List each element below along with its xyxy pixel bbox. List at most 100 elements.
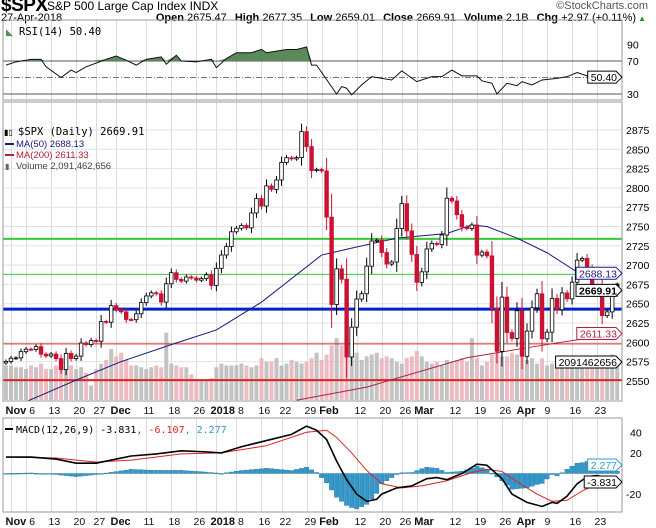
candle-body — [254, 198, 259, 214]
candle-body — [504, 296, 510, 333]
macd-histogram-bar — [153, 470, 159, 474]
macd-histogram-bar — [234, 471, 239, 474]
ma50-value-tag: 2688.13 — [579, 268, 617, 280]
ma200-legend-swatch — [5, 154, 14, 156]
candle-body — [78, 342, 84, 357]
volume-bar — [600, 356, 605, 400]
x-tick-label: 9 — [545, 405, 551, 417]
macd-histogram-bar — [143, 469, 149, 474]
macd-histogram-bar — [444, 472, 450, 474]
volume-bar — [404, 358, 409, 400]
x-tick-label: Mar — [414, 405, 434, 417]
candle-body — [33, 346, 39, 350]
volume-bar — [229, 365, 234, 400]
candle-body — [369, 240, 374, 267]
candle-body — [349, 326, 354, 358]
x-tick-label: 19 — [475, 405, 487, 417]
candle-legend-icon: ▮▯ — [4, 128, 13, 137]
candle-body — [559, 292, 565, 311]
macd-histogram-bar — [93, 473, 99, 475]
macd-x-tick-label: 23 — [595, 516, 607, 528]
macd-histogram-bar — [33, 473, 39, 475]
volume-bar — [349, 336, 354, 400]
macd-histogram-bar — [439, 470, 445, 474]
macd-x-tick-label: 26 — [500, 516, 512, 528]
macd-histogram-bar — [344, 473, 350, 506]
candle-body — [299, 131, 304, 158]
candle-body — [459, 214, 465, 228]
macd-histogram-bar — [58, 473, 64, 476]
volume-bar — [139, 367, 144, 400]
macd-histogram-bar — [279, 469, 284, 474]
candle-body — [384, 252, 389, 265]
macd-histogram-bar — [63, 473, 69, 476]
rsi-tick-label: 70 — [627, 56, 639, 68]
candle-body — [474, 224, 480, 256]
candle-body — [174, 272, 179, 280]
ma200-line — [296, 333, 618, 401]
volume-bar — [329, 345, 334, 400]
macd-panel — [3, 425, 620, 510]
candle-body — [184, 276, 189, 282]
macd-legend-signal: , -6.107 — [136, 425, 184, 436]
candle-body — [509, 332, 515, 339]
candle-body — [344, 278, 349, 358]
macd-histogram-bar — [213, 472, 219, 475]
candle-body — [544, 331, 550, 340]
macd-histogram-bar — [339, 473, 345, 502]
volume-bar — [234, 365, 239, 400]
macd-x-tick-label: 20 — [74, 516, 86, 528]
volume-bar — [309, 358, 314, 400]
macd-x-tick-label: 16 — [259, 516, 271, 528]
x-tick-label: Feb — [319, 405, 339, 417]
candle-body — [249, 212, 254, 229]
volume-bar — [474, 358, 479, 400]
macd-histogram-bar — [299, 468, 304, 474]
macd-histogram-bar — [183, 470, 189, 474]
ma50-value-tag-box — [575, 266, 623, 280]
volume-bar — [259, 358, 264, 400]
macd-histogram-bar — [203, 471, 209, 474]
volume-label: Volume — [463, 12, 503, 24]
volume-value-tag-box — [555, 355, 623, 369]
volume-bar — [384, 356, 389, 400]
candle-body — [269, 185, 274, 190]
macd-histogram-bar — [424, 467, 430, 474]
volume-bar — [249, 367, 254, 400]
price-tick-label: 2850 — [626, 144, 650, 156]
volume-bar — [74, 369, 79, 400]
volume-bar — [179, 367, 184, 400]
price-tick-label: 2675 — [626, 279, 650, 291]
candle-body — [219, 254, 224, 269]
macd-x-tick-label: 19 — [475, 516, 487, 528]
candle-body — [354, 298, 359, 328]
macd-x-tick-label: 12 — [450, 516, 462, 528]
macd-x-tick-label: Feb — [319, 516, 339, 528]
macd-histogram-bar — [414, 470, 420, 474]
volume-bar — [199, 379, 204, 400]
macd-x-tick-label: 20 — [380, 516, 392, 528]
candle-body — [169, 272, 174, 285]
candle-body — [189, 276, 194, 279]
candle-body — [479, 251, 485, 256]
macd-histogram-bar — [304, 467, 309, 474]
candle-body — [399, 203, 404, 229]
change-value: +2.97 (+0.11%) — [561, 12, 637, 24]
volume-bar — [119, 352, 124, 400]
candle-body — [289, 157, 294, 160]
macd-histogram-bar — [18, 472, 24, 475]
macd-histogram-bar — [43, 473, 49, 475]
candle-body — [108, 305, 114, 323]
candle-body — [519, 310, 525, 357]
close-label: Close — [383, 12, 414, 24]
macd-histogram-bar — [108, 472, 114, 474]
macd-histogram-bar — [419, 468, 425, 474]
candle-body — [88, 340, 94, 345]
candle-body — [279, 162, 284, 181]
macd-histogram-bar — [449, 471, 455, 474]
macd-histogram-bar — [369, 473, 375, 500]
macd-histogram-bar — [524, 473, 530, 489]
macd-histogram-bar — [254, 469, 259, 474]
candle-body — [499, 296, 505, 352]
candle-body — [579, 258, 585, 261]
